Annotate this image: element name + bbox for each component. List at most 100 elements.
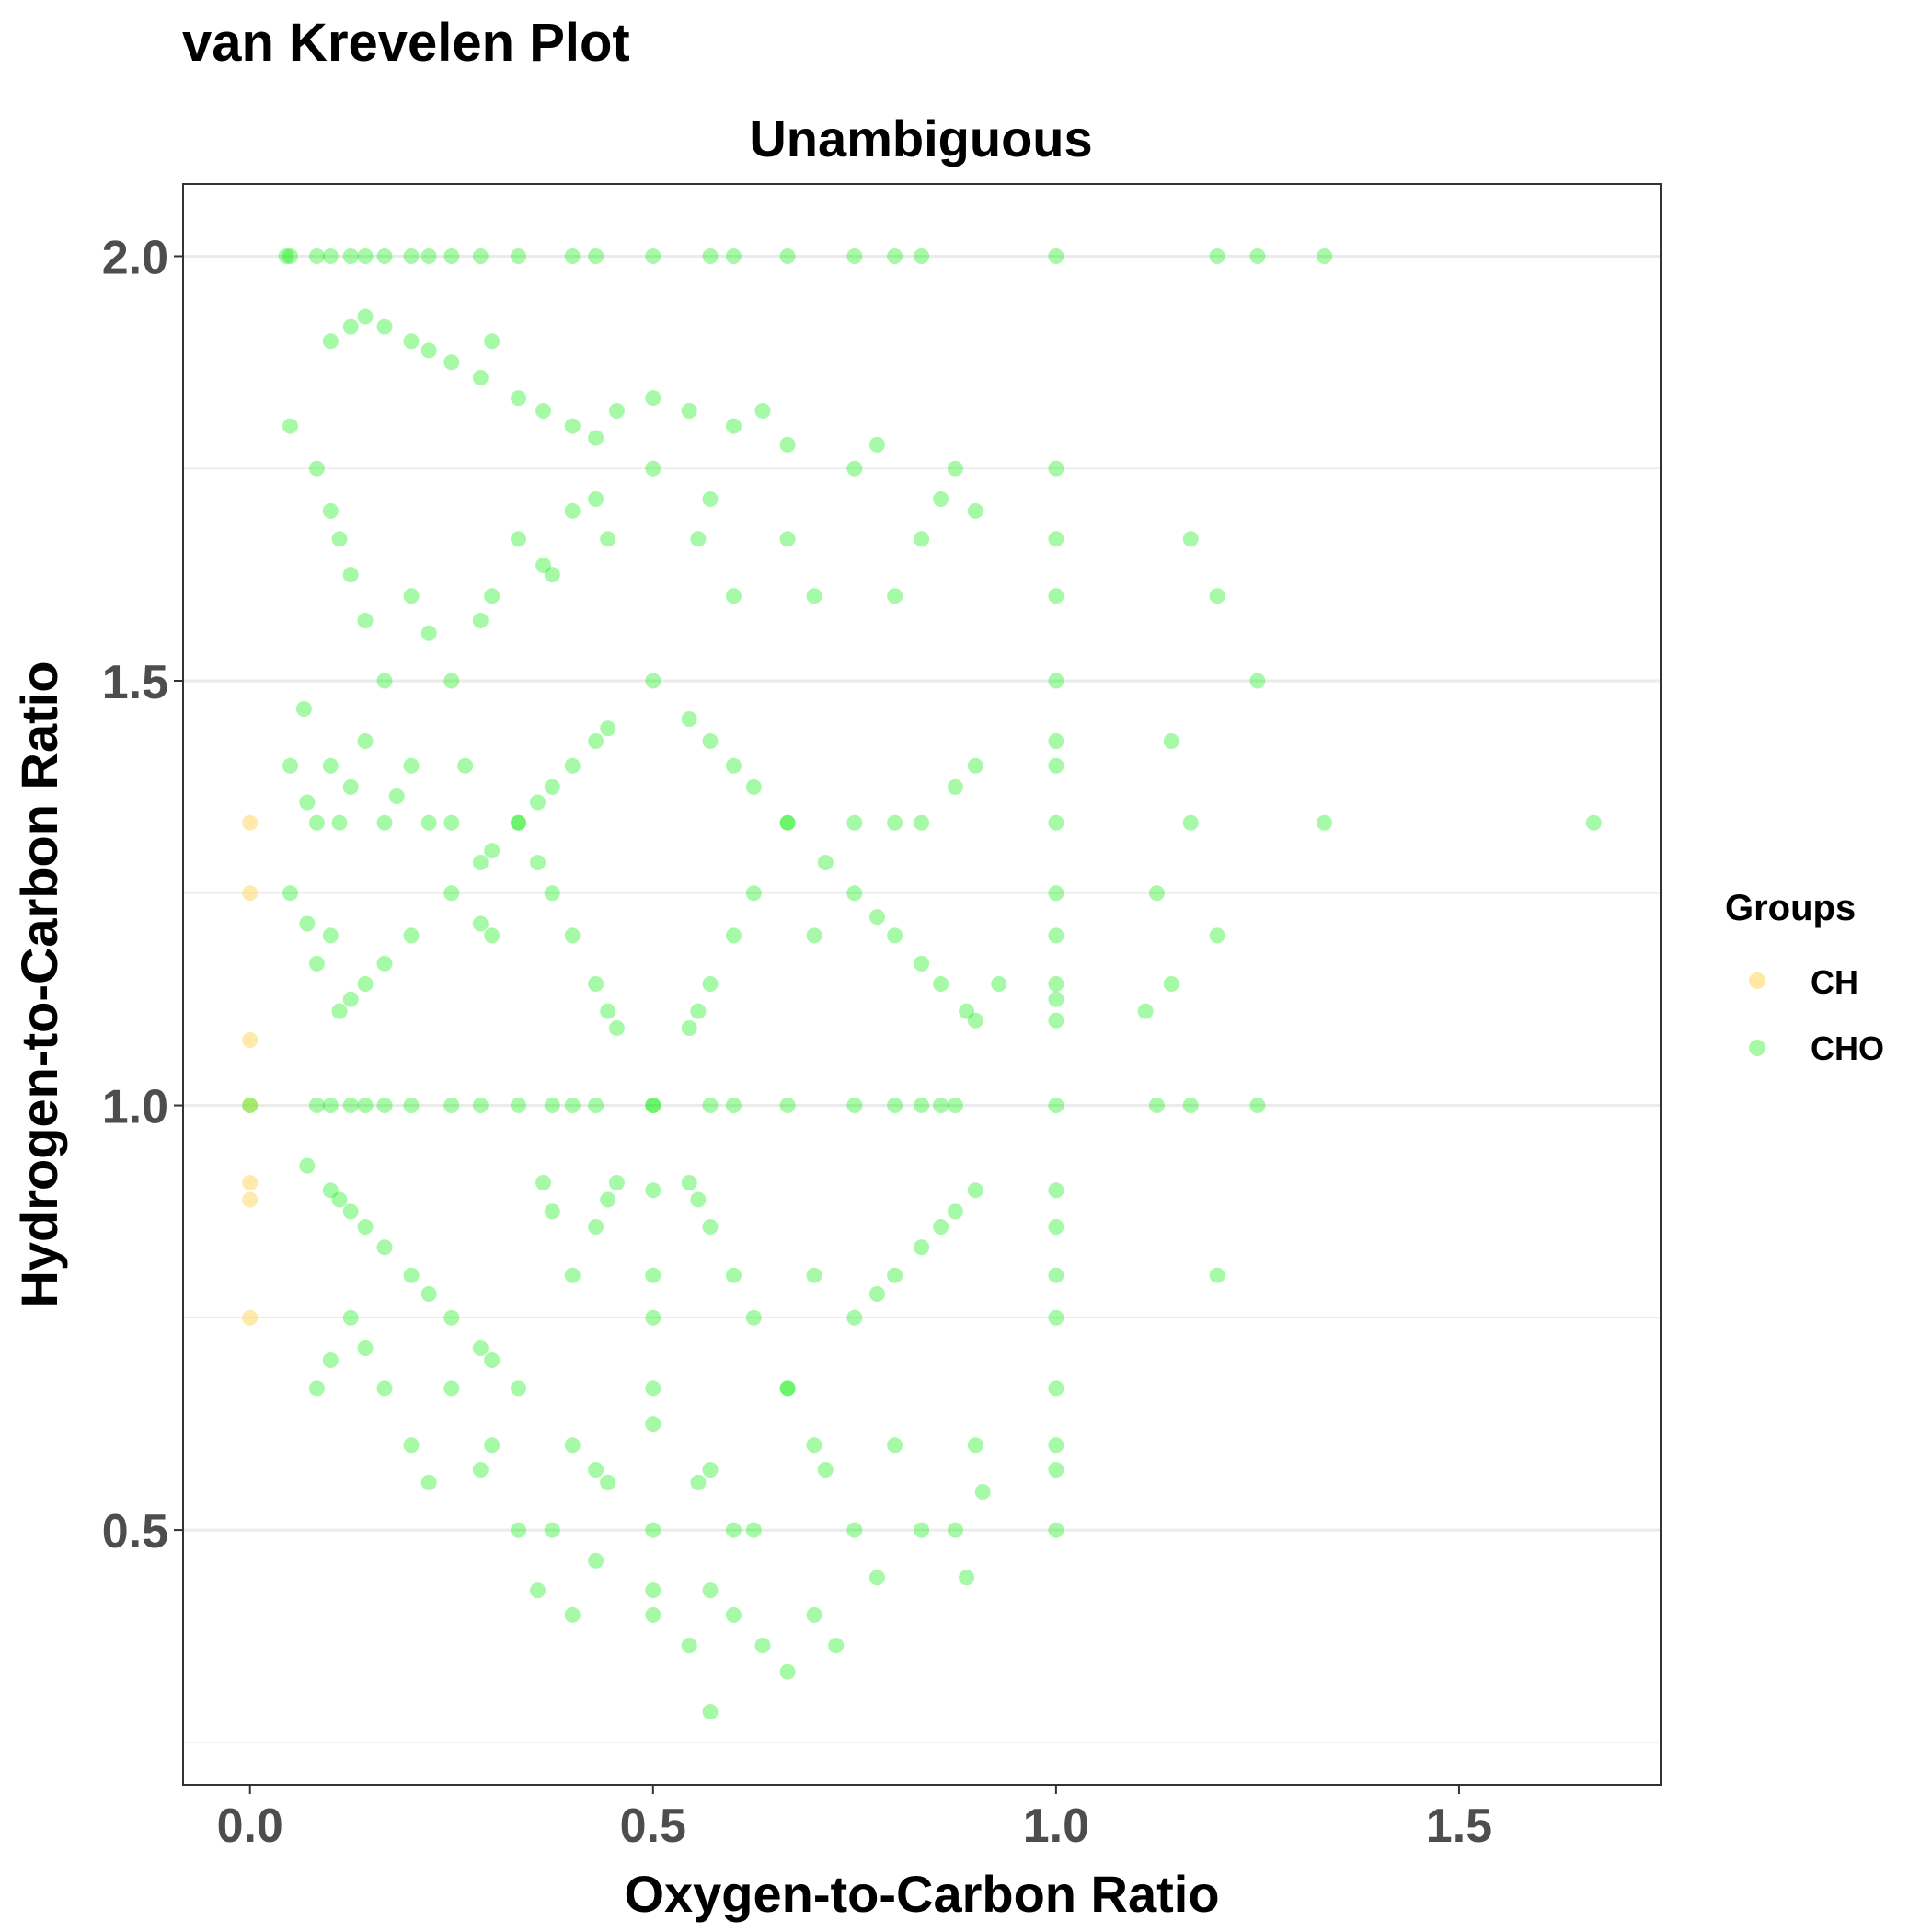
data-point-cho (443, 248, 460, 264)
data-point-cho (959, 1003, 975, 1019)
data-point-cho (484, 588, 500, 604)
data-point-cho (725, 1522, 742, 1538)
data-point-cho (846, 248, 863, 264)
data-point-cho (472, 248, 489, 264)
data-point-cho (779, 248, 796, 264)
data-point-cho (1148, 885, 1165, 902)
data-point-cho (357, 1098, 374, 1113)
data-point-cho (1209, 1267, 1225, 1283)
data-point-cho (806, 1267, 822, 1283)
data-point-cho (357, 308, 374, 325)
data-point-cho (342, 248, 359, 264)
chart-title: van Krevelen Plot (182, 13, 630, 73)
data-point-cho (357, 1340, 374, 1356)
data-point-cho (914, 1239, 930, 1256)
data-point-cho (342, 1309, 359, 1326)
data-point-cho (376, 1239, 393, 1256)
data-point-ch (242, 1191, 259, 1208)
data-point-cho (322, 1352, 339, 1368)
data-point-cho (681, 711, 697, 727)
data-point-cho (681, 403, 697, 419)
data-point-cho (388, 788, 405, 804)
data-point-cho (1048, 757, 1064, 774)
data-point-cho (725, 588, 742, 604)
data-point-cho (1137, 1003, 1154, 1019)
data-point-cho (645, 248, 661, 264)
data-point-cho (322, 502, 339, 519)
data-point-cho (1048, 1437, 1064, 1454)
data-point-ch (242, 885, 259, 902)
data-point-cho (511, 1098, 526, 1113)
y-tick-label: 0.5 (102, 1505, 168, 1558)
data-point-cho (484, 1437, 500, 1454)
data-point-cho (846, 1098, 863, 1113)
plot-border (182, 183, 1662, 1786)
data-point-cho (472, 1340, 489, 1356)
data-point-cho (1048, 460, 1064, 477)
data-point-ch (242, 1098, 259, 1113)
data-point-cho (868, 436, 885, 453)
data-point-cho (530, 1582, 546, 1599)
data-point-cho (342, 318, 359, 335)
data-point-cho (331, 814, 348, 831)
data-point-cho (779, 1098, 796, 1113)
data-point-cho (779, 814, 796, 831)
legend: Groups CH CHO (1725, 888, 1884, 1067)
data-point-cho (725, 927, 742, 944)
data-point-cho (1148, 1098, 1165, 1113)
data-point-cho (484, 843, 500, 859)
data-point-cho (457, 757, 474, 774)
data-point-cho (588, 1098, 604, 1113)
data-point-cho (702, 1582, 719, 1599)
data-point-cho (544, 885, 560, 902)
data-point-cho (914, 814, 930, 831)
x-tick-label: 0.0 (217, 1800, 283, 1853)
data-point-cho (484, 333, 500, 350)
data-point-cho (322, 927, 339, 944)
data-point-cho (806, 1606, 822, 1623)
data-point-cho (1163, 733, 1179, 749)
data-point-cho (967, 1182, 983, 1199)
data-point-cho (282, 757, 298, 774)
data-point-cho (420, 1474, 437, 1490)
data-point-cho (308, 1380, 325, 1397)
data-point-cho (322, 248, 339, 264)
data-point-ch (242, 1032, 259, 1048)
data-point-cho (403, 757, 420, 774)
data-point-cho (1249, 1098, 1266, 1113)
data-point-cho (544, 567, 560, 583)
data-point-cho (868, 1570, 885, 1586)
data-point-cho (282, 248, 298, 264)
data-point-cho (725, 248, 742, 264)
data-point-cho (282, 885, 298, 902)
legend-label-cho: CHO (1811, 1029, 1884, 1067)
data-point-cho (600, 1474, 616, 1490)
x-tick-label: 1.0 (1023, 1800, 1089, 1853)
data-point-cho (702, 1462, 719, 1478)
data-point-cho (681, 1638, 697, 1654)
data-point-cho (1249, 248, 1266, 264)
data-point-cho (443, 814, 460, 831)
data-point-cho (403, 248, 420, 264)
data-point-cho (588, 491, 604, 507)
data-point-cho (725, 1606, 742, 1623)
data-point-cho (1048, 1182, 1064, 1199)
data-point-cho (645, 1606, 661, 1623)
data-point-cho (376, 814, 393, 831)
data-point-ch (242, 1175, 259, 1190)
data-point-cho (403, 333, 420, 350)
data-point-cho (588, 430, 604, 446)
data-point-cho (1182, 531, 1199, 547)
data-point-cho (403, 1267, 420, 1283)
data-point-cho (933, 976, 949, 992)
data-point-cho (690, 1003, 707, 1019)
data-point-cho (1048, 814, 1064, 831)
data-point-cho (299, 915, 316, 932)
plot-panel (183, 184, 1661, 1785)
data-point-cho (376, 248, 393, 264)
data-point-cho (1048, 1012, 1064, 1029)
data-point-cho (702, 976, 719, 992)
legend-key-cho (1749, 1040, 1765, 1056)
data-point-cho (564, 757, 581, 774)
